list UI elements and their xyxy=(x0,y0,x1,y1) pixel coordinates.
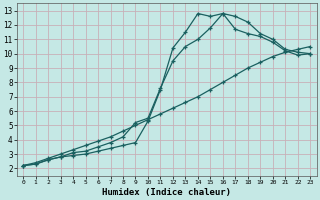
X-axis label: Humidex (Indice chaleur): Humidex (Indice chaleur) xyxy=(102,188,231,197)
